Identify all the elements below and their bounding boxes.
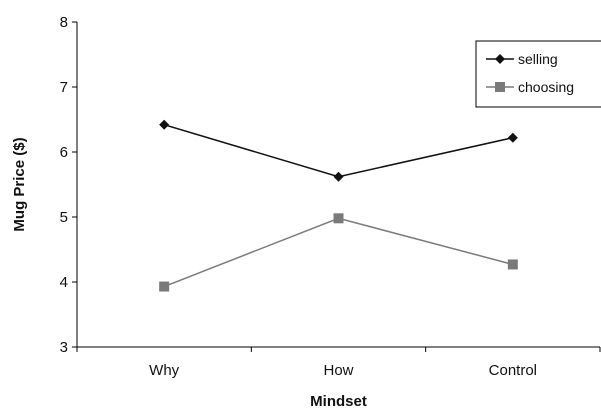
y-tick-label: 3 xyxy=(60,339,68,356)
y-axis-title: Mug Price ($) xyxy=(11,137,28,231)
legend-label: choosing xyxy=(518,79,574,95)
data-point-selling xyxy=(507,132,518,143)
data-point-selling xyxy=(333,171,344,182)
legend-marker-choosing xyxy=(495,82,505,92)
series-line-choosing xyxy=(163,217,514,288)
y-tick-label: 4 xyxy=(60,274,68,291)
y-tick-label: 5 xyxy=(60,209,68,226)
x-ticks: Why How Control xyxy=(76,347,601,379)
legend: selling choosing xyxy=(475,40,601,108)
series-selling xyxy=(159,119,518,182)
y-tick-label: 8 xyxy=(60,14,68,31)
series-layer xyxy=(159,119,518,292)
data-point-choosing xyxy=(159,281,170,292)
x-tick-label: Control xyxy=(489,362,537,379)
series-choosing xyxy=(159,213,518,292)
y-tick-label: 7 xyxy=(60,79,68,96)
y-ticks: 3 4 5 6 7 8 xyxy=(60,14,77,356)
legend-marker-selling xyxy=(495,54,505,64)
x-tick-label: Why xyxy=(149,362,180,379)
axes xyxy=(76,22,600,348)
x-axis-title: Mindset xyxy=(310,393,367,410)
data-point-choosing xyxy=(507,259,518,270)
x-tick-label: How xyxy=(323,362,353,379)
y-tick-label: 6 xyxy=(60,144,68,161)
legend-label: selling xyxy=(518,51,558,67)
legend-item-choosing: choosing xyxy=(486,79,574,95)
data-point-selling xyxy=(159,119,170,130)
series-line-selling xyxy=(163,123,513,178)
legend-item-selling: selling xyxy=(486,51,558,67)
legend-box xyxy=(475,40,601,108)
data-point-choosing xyxy=(333,213,344,224)
